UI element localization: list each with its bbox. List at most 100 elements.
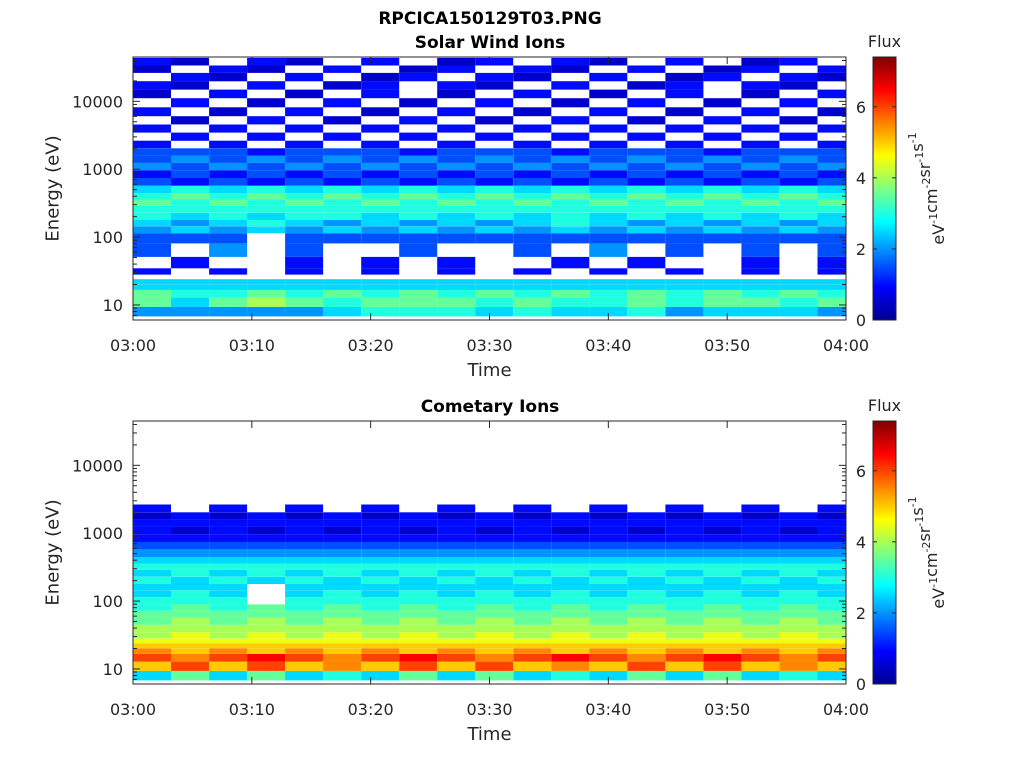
colorbar-tick-label: 6 bbox=[856, 98, 866, 117]
flux-cell bbox=[133, 284, 171, 290]
flux-cell bbox=[171, 284, 209, 290]
flux-cell bbox=[817, 199, 846, 206]
flux-cell bbox=[475, 185, 514, 193]
flux-cell bbox=[817, 610, 846, 618]
flux-cell bbox=[665, 205, 704, 213]
flux-cell bbox=[741, 643, 780, 649]
flux-cell bbox=[627, 65, 666, 73]
flux-cell bbox=[513, 590, 552, 598]
flux-cell bbox=[361, 233, 400, 244]
flux-cell bbox=[133, 526, 171, 535]
flux-cell bbox=[703, 534, 742, 542]
flux-cell bbox=[133, 563, 171, 570]
flux-cell bbox=[133, 107, 171, 117]
flux-cell bbox=[361, 563, 400, 570]
flux-cell bbox=[627, 526, 666, 535]
flux-cell bbox=[361, 583, 400, 591]
flux-cell bbox=[437, 556, 476, 564]
flux-cell bbox=[589, 512, 628, 520]
flux-cell bbox=[551, 219, 590, 227]
x-tick-label: 03:50 bbox=[704, 336, 750, 355]
flux-cell bbox=[247, 212, 286, 220]
flux-cell bbox=[247, 205, 286, 213]
flux-cell bbox=[551, 670, 590, 681]
flux-cell bbox=[817, 226, 846, 234]
flux-cell bbox=[779, 219, 818, 227]
flux-cell bbox=[665, 148, 704, 156]
x-axis-label: Time bbox=[466, 360, 511, 381]
flux-cell bbox=[437, 268, 476, 275]
flux-cell bbox=[741, 212, 780, 220]
flux-cell bbox=[361, 610, 400, 618]
flux-cell bbox=[285, 556, 324, 564]
flux-cell bbox=[323, 576, 362, 584]
flux-cell bbox=[323, 624, 362, 633]
flux-cell bbox=[665, 268, 704, 275]
flux-cell bbox=[817, 526, 846, 535]
flux-cell bbox=[551, 583, 590, 591]
flux-cell bbox=[589, 670, 628, 681]
flux-cell bbox=[551, 512, 590, 520]
flux-cell bbox=[741, 140, 780, 149]
flux-cell bbox=[171, 617, 209, 625]
flux-cell bbox=[817, 256, 846, 269]
flux-cell bbox=[133, 226, 171, 234]
flux-cell bbox=[551, 212, 590, 220]
flux-cell bbox=[133, 519, 171, 527]
flux-cell bbox=[285, 638, 324, 644]
flux-cell bbox=[551, 199, 590, 206]
flux-cell bbox=[475, 549, 514, 557]
flux-cell bbox=[779, 632, 818, 639]
panel-title: Cometary Ions bbox=[421, 397, 560, 417]
flux-cell bbox=[209, 124, 248, 133]
colorbar: 0 2 4 6 Flux eV-1cm-2sr-1s-1 bbox=[856, 32, 948, 330]
flux-cell bbox=[627, 632, 666, 639]
flux-cell bbox=[741, 549, 780, 557]
flux-cell bbox=[133, 504, 171, 513]
flux-cell bbox=[247, 297, 286, 307]
flux-cell bbox=[323, 65, 362, 73]
flux-cell bbox=[133, 89, 171, 99]
flux-cell bbox=[627, 284, 666, 290]
flux-cell bbox=[665, 140, 704, 149]
flux-cell bbox=[665, 569, 704, 577]
flux-cell bbox=[361, 72, 400, 82]
flux-cell bbox=[399, 638, 438, 644]
flux-cell bbox=[551, 661, 590, 671]
flux-cell bbox=[513, 199, 552, 206]
flux-cell bbox=[665, 170, 704, 178]
flux-cell bbox=[285, 569, 324, 577]
flux-cell bbox=[741, 576, 780, 584]
flux-cell bbox=[399, 212, 438, 220]
flux-cell bbox=[285, 226, 324, 234]
flux-cell bbox=[399, 670, 438, 681]
flux-cell bbox=[703, 512, 742, 520]
flux-cell bbox=[703, 610, 742, 618]
flux-cell bbox=[513, 597, 552, 605]
flux-cell bbox=[627, 81, 666, 90]
flux-cell bbox=[665, 162, 704, 171]
flux-cell bbox=[399, 526, 438, 535]
flux-cell bbox=[437, 212, 476, 220]
flux-cell bbox=[171, 170, 209, 178]
flux-cell bbox=[399, 162, 438, 171]
flux-cell bbox=[513, 162, 552, 171]
flux-cell bbox=[665, 512, 704, 520]
flux-cell bbox=[323, 192, 362, 200]
flux-cell bbox=[209, 192, 248, 200]
flux-cell bbox=[589, 648, 628, 654]
flux-cell bbox=[703, 162, 742, 171]
flux-cell bbox=[741, 284, 780, 290]
flux-cell bbox=[437, 89, 476, 99]
flux-cell bbox=[437, 284, 476, 290]
x-tick-label: 03:40 bbox=[585, 700, 631, 719]
flux-cell bbox=[703, 155, 742, 163]
flux-cell bbox=[247, 541, 286, 550]
flux-cell bbox=[285, 648, 324, 654]
flux-cell bbox=[627, 597, 666, 605]
flux-cell bbox=[133, 512, 171, 520]
flux-cell bbox=[589, 563, 628, 570]
colorbar-tick-label: 2 bbox=[856, 604, 866, 623]
flux-cell bbox=[665, 670, 704, 681]
flux-cell bbox=[133, 643, 171, 649]
